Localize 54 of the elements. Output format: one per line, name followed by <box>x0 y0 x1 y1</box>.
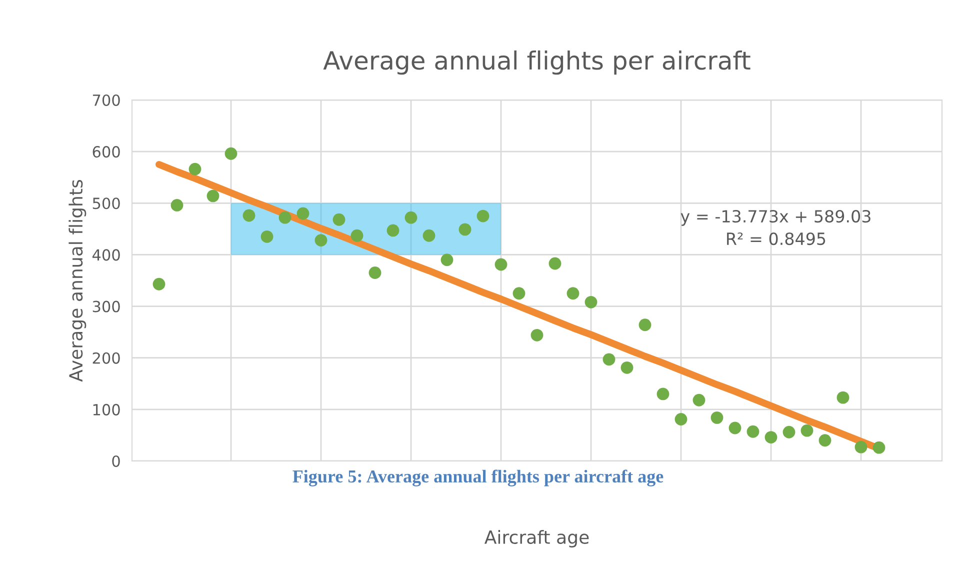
point <box>152 278 166 290</box>
point <box>494 258 508 271</box>
point <box>170 198 184 212</box>
point <box>728 422 742 434</box>
point <box>422 229 436 242</box>
point <box>404 211 418 224</box>
y-tick-label: 400 <box>92 249 120 261</box>
point <box>476 210 490 222</box>
point <box>242 209 256 222</box>
point <box>854 440 868 454</box>
point <box>746 425 760 438</box>
point <box>818 434 832 447</box>
point <box>332 213 346 226</box>
point <box>836 391 850 404</box>
point <box>782 426 796 438</box>
point <box>206 190 220 202</box>
point <box>710 411 724 424</box>
point <box>278 211 292 224</box>
y-tick-label: 500 <box>92 198 120 210</box>
point <box>530 328 544 342</box>
point <box>296 207 310 220</box>
point <box>314 234 328 246</box>
point <box>872 441 886 454</box>
caption: Figure 5: Average annual flights per aircraft age <box>292 470 664 486</box>
point <box>656 388 670 400</box>
point <box>188 162 202 176</box>
y-tick-label: 0 <box>112 455 120 468</box>
point <box>638 318 652 332</box>
point <box>386 224 400 237</box>
point <box>224 147 238 160</box>
point <box>566 287 580 300</box>
y-tick-label: 200 <box>92 352 120 364</box>
point <box>512 287 526 300</box>
point <box>440 254 454 266</box>
point <box>602 353 616 366</box>
y-tick-label: 600 <box>92 146 120 158</box>
point <box>692 394 706 406</box>
chart-title: Average annual flights per aircraft <box>323 50 750 75</box>
y-axis-title: Average annual flights <box>68 180 86 382</box>
point <box>584 296 598 308</box>
point <box>260 230 274 243</box>
point <box>764 431 778 444</box>
point <box>368 266 382 279</box>
point <box>620 361 634 374</box>
x-axis-title: Aircraft age <box>484 530 589 548</box>
point <box>458 223 472 236</box>
point <box>674 413 688 426</box>
annotation: y = -13.773x + 589.03 R² = 0.8495 <box>680 210 870 246</box>
point <box>548 257 562 270</box>
y-tick-label: 100 <box>93 404 120 416</box>
y-tick-label: 300 <box>92 300 120 312</box>
y-tick-label: 700 <box>92 94 120 106</box>
point <box>350 229 364 242</box>
point <box>800 424 814 437</box>
